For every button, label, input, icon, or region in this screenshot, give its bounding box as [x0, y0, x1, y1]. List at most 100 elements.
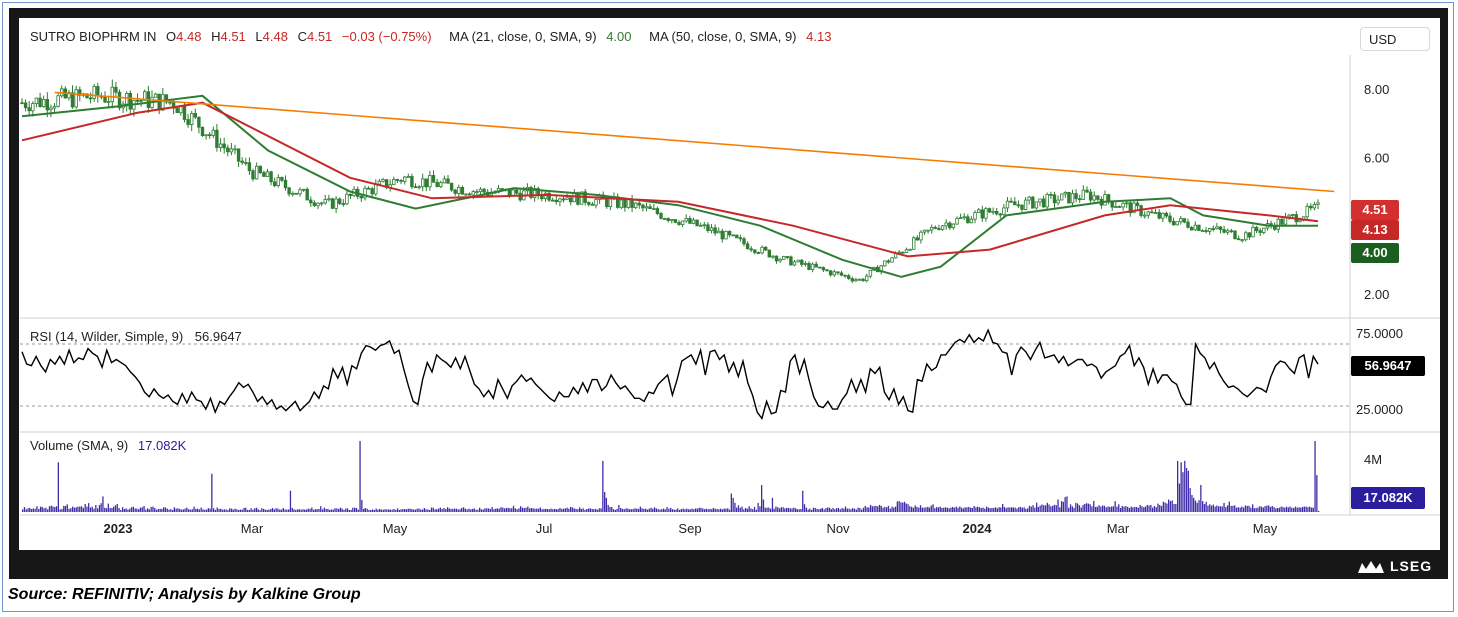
volume-bar — [1278, 507, 1280, 512]
volume-bar — [88, 503, 90, 512]
volume-bar — [880, 505, 882, 512]
volume-bar — [1312, 507, 1314, 512]
candle-body — [435, 181, 439, 188]
volume-bar — [1193, 497, 1195, 512]
candle-body — [56, 95, 60, 107]
volume-bar — [259, 510, 261, 512]
volume-bar — [853, 508, 856, 512]
volume-legend-value: 17.082K — [137, 438, 187, 453]
candle-body — [330, 198, 335, 209]
candle-body — [1316, 202, 1320, 205]
candle-body — [301, 188, 306, 191]
candle-body — [269, 171, 273, 183]
volume-bar — [912, 507, 915, 512]
volume-bar — [105, 508, 108, 512]
volume-bar — [1109, 506, 1111, 512]
candle-body — [912, 237, 916, 250]
volume-bar — [39, 506, 42, 512]
candle-body — [803, 262, 808, 265]
volume-bar — [1275, 508, 1277, 512]
candle-body — [327, 198, 331, 201]
volume-bar — [221, 509, 224, 512]
volume-bar — [118, 508, 120, 512]
volume-bar — [969, 507, 972, 512]
volume-bar — [902, 502, 904, 512]
volume-bar — [366, 508, 368, 512]
volume-bar — [584, 509, 586, 512]
volume-bar — [1300, 507, 1302, 512]
candle-body — [42, 99, 46, 107]
volume-bar — [1314, 441, 1316, 512]
volume-bar — [354, 507, 356, 512]
volume-bar — [727, 508, 729, 512]
volume-bar — [989, 508, 991, 512]
volume-bar — [532, 508, 534, 512]
volume-bar — [682, 508, 684, 512]
volume-bar — [95, 505, 97, 512]
candle-body — [608, 198, 613, 207]
volume-bar — [173, 507, 175, 512]
candle-body — [937, 227, 941, 230]
volume-bar — [48, 506, 51, 512]
volume-bar — [379, 509, 381, 512]
volume-bar — [1080, 507, 1082, 512]
volume-bar — [557, 509, 559, 512]
candle-body — [312, 202, 317, 207]
volume-bar — [916, 506, 918, 512]
candle-body — [709, 227, 714, 232]
candle-body — [305, 188, 309, 201]
volume-bar — [1200, 485, 1202, 512]
volume-bar — [396, 508, 399, 512]
volume-bar — [391, 509, 393, 512]
currency-selector[interactable]: USD — [1360, 27, 1430, 51]
volume-bar — [986, 506, 988, 512]
volume-bar — [1135, 507, 1138, 512]
candle-body — [529, 186, 533, 198]
price-lines — [21, 91, 1335, 278]
candle-body — [832, 271, 836, 276]
candle-body — [258, 165, 262, 174]
candle-body — [1034, 201, 1039, 209]
candle-body — [467, 193, 472, 196]
volume-bar — [1160, 506, 1163, 512]
volume-bar — [229, 508, 231, 512]
volume-bar — [821, 507, 823, 512]
candle-body — [482, 188, 486, 193]
candle-body — [294, 192, 299, 195]
volume-bar — [364, 508, 366, 512]
volume-bar — [432, 507, 434, 512]
volume-bar — [271, 508, 274, 512]
candle-body — [532, 188, 537, 198]
candle-body — [1312, 203, 1317, 209]
candle-body — [1298, 219, 1302, 223]
volume-bar — [707, 509, 709, 512]
ma21-tag: 4.00 — [1362, 245, 1388, 260]
rsi-label: RSI (14, Wilder, Simple, 9) — [30, 329, 184, 344]
volume-bar — [509, 508, 511, 512]
volume-bar — [1253, 508, 1255, 512]
volume-bar — [784, 508, 786, 512]
volume-bar — [296, 509, 299, 512]
volume-bar — [59, 509, 61, 512]
candle-body — [142, 91, 147, 101]
volume-bar — [1241, 506, 1243, 512]
volume-bar — [427, 509, 429, 512]
volume-bar — [948, 508, 950, 512]
volume-bar — [89, 507, 92, 512]
volume-bar — [505, 508, 508, 512]
volume-bar — [1143, 507, 1145, 512]
volume-bar — [52, 506, 54, 512]
candle-body — [406, 175, 410, 178]
volume-bar — [932, 504, 934, 512]
volume-bar — [1244, 505, 1247, 512]
volume-bar — [400, 509, 402, 512]
volume-bar — [412, 509, 415, 512]
volume-bar — [645, 508, 647, 512]
candle-body — [904, 249, 909, 253]
volume-bar — [602, 460, 604, 512]
volume-bar — [1121, 505, 1123, 512]
volume-bar — [1296, 507, 1298, 512]
volume-bar — [34, 508, 36, 512]
volume-bar — [593, 509, 595, 512]
volume-bar — [732, 497, 734, 512]
